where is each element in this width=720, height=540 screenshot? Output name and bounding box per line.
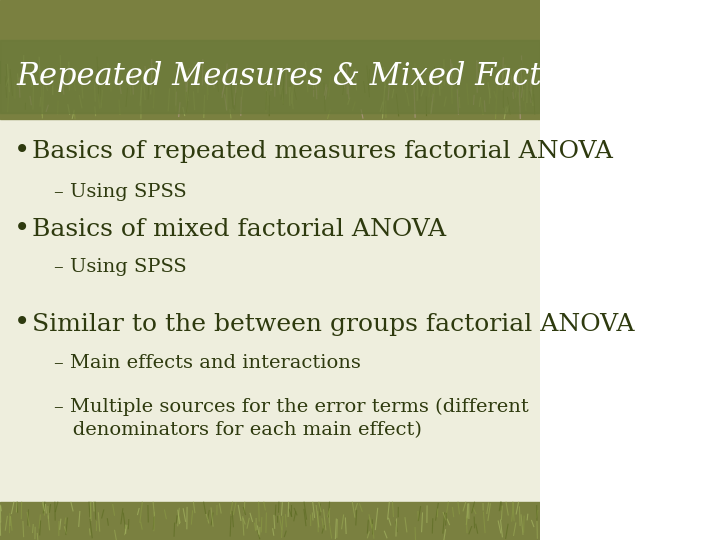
Text: Repeated Measures & Mixed Factorial ANOVA: Repeated Measures & Mixed Factorial ANOV…	[17, 62, 720, 92]
Text: – Main effects and interactions: – Main effects and interactions	[54, 354, 361, 372]
Text: Similar to the between groups factorial ANOVA: Similar to the between groups factorial …	[32, 313, 635, 335]
Bar	[0, 119, 540, 502]
Bar	[0, 0, 540, 119]
Text: Basics of repeated measures factorial ANOVA: Basics of repeated measures factorial AN…	[32, 140, 613, 163]
Text: – Using SPSS: – Using SPSS	[54, 183, 186, 201]
Text: •: •	[14, 310, 30, 338]
Text: – Multiple sources for the error terms (different
   denominators for each main : – Multiple sources for the error terms (…	[54, 397, 528, 440]
Text: •: •	[14, 138, 30, 165]
Bar	[0, 40, 540, 113]
Text: •: •	[14, 216, 30, 243]
Text: – Using SPSS: – Using SPSS	[54, 258, 186, 276]
Bar	[0, 502, 540, 540]
Text: Basics of mixed factorial ANOVA: Basics of mixed factorial ANOVA	[32, 218, 446, 241]
